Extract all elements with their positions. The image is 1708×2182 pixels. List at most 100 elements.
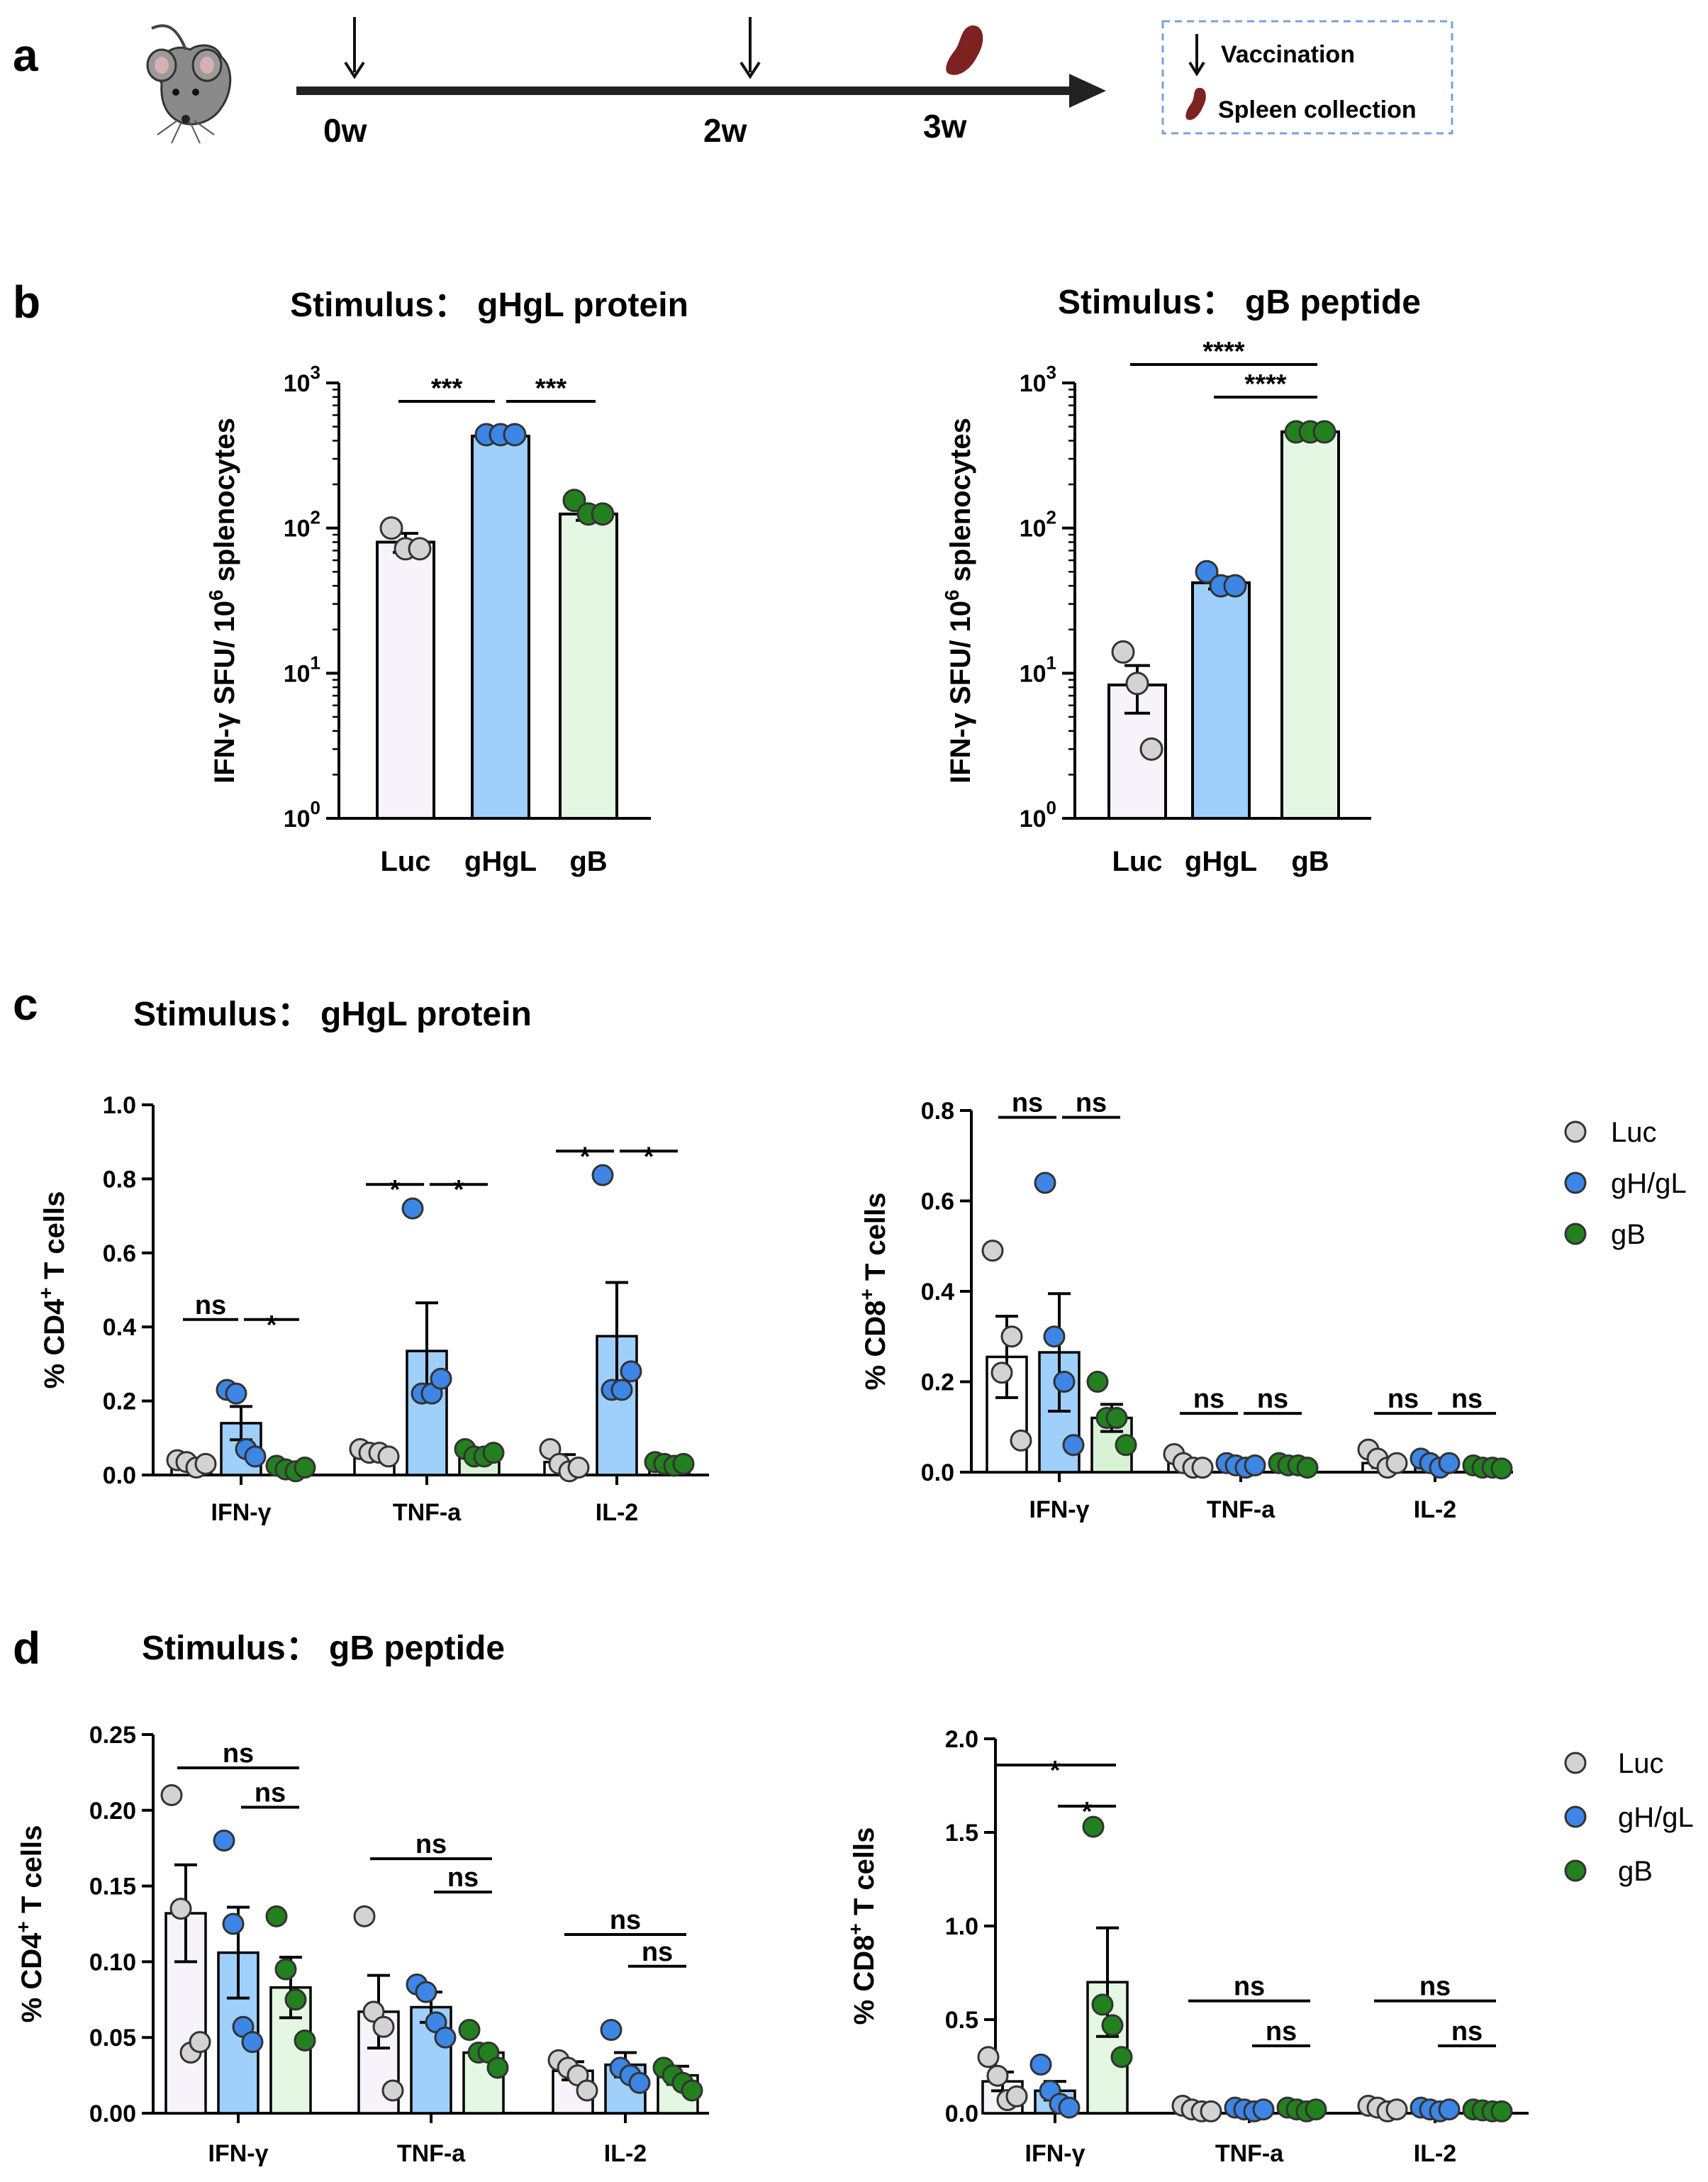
chart-c-right: 0.0 0.2 0.4 0.6 0.8 % CD8+ T cells IFN-γ TNF-a I… — [856, 1089, 1513, 1523]
x-tick-label: IL-2 — [1414, 2140, 1456, 2167]
data-point — [1191, 1457, 1214, 1479]
x-tick-label: IFN-γ — [1029, 1496, 1090, 1523]
y-tick-label: 102 — [1020, 507, 1056, 542]
data-point — [1490, 2100, 1513, 2122]
panel-letter-b: b — [13, 277, 40, 328]
y-tick-label: 101 — [284, 652, 320, 687]
data-point — [620, 1360, 642, 1383]
charts: Stimulus： gHgL protein 100 101 102 103 IFN-γ … — [12, 284, 1529, 2167]
significance-label: * — [390, 1175, 401, 1205]
data-point — [576, 2079, 598, 2102]
significance-label: ns — [447, 1863, 479, 1893]
y-tick-label: 103 — [284, 362, 320, 397]
chart-d-left: 0.00 0.05 0.10 0.15 0.20 0.25 % CD4+ T cells IF… — [12, 1722, 709, 2167]
data-point — [1053, 1371, 1076, 1393]
data-point — [1115, 1434, 1137, 1457]
data-point — [372, 2015, 395, 2038]
y-tick-label: 0.5 — [945, 2007, 978, 2034]
timeline-label-3w: 3w — [923, 108, 967, 145]
data-point — [401, 1197, 424, 1220]
x-tick-label: gB — [569, 846, 607, 877]
x-tick-label: Luc — [380, 846, 430, 877]
data-point — [169, 1898, 192, 1920]
legends: Luc gH/gL gB Luc gH/gL gB — [1564, 1117, 1694, 1887]
y-tick-label: 103 — [1020, 362, 1056, 397]
data-point — [241, 2031, 264, 2054]
y-tick-label: 1.0 — [945, 1913, 978, 1940]
data-point — [415, 1981, 437, 2003]
legend-label: gH/gL — [1611, 1168, 1687, 1199]
data-point — [222, 1913, 245, 1935]
bar — [1191, 581, 1251, 820]
significance-label: * — [1050, 1756, 1061, 1786]
data-point — [1244, 1454, 1266, 1476]
y-axis-label: % CD8+ T cells — [844, 1827, 880, 2025]
section-title-c: Stimulus： gHgL protein — [133, 996, 532, 1033]
legend-label: Luc — [1618, 1748, 1664, 1779]
significance-label: ns — [1193, 1384, 1224, 1414]
y-axis-label: % CD8+ T cells — [856, 1193, 891, 1391]
data-point — [189, 2031, 211, 2054]
mouse-icon — [146, 24, 232, 144]
significance-label: * — [644, 1142, 654, 1171]
significance-label: **** — [1202, 337, 1244, 367]
x-tick-label: IL-2 — [604, 2140, 647, 2167]
data-point — [1490, 1457, 1513, 1480]
significance-label: ns — [1388, 1384, 1419, 1414]
y-axis-label: % CD4+ T cells — [12, 1825, 48, 2023]
timeline-label-2w: 2w — [703, 112, 747, 149]
y-axis-label: IFN-γ SFU/ 106 splenocytes — [205, 418, 240, 784]
y-tick-label: 0.4 — [103, 1314, 136, 1341]
timeline-legend-box — [1161, 20, 1453, 135]
significance-label: ns — [1012, 1089, 1043, 1118]
data-point — [591, 502, 615, 526]
data-point — [562, 489, 586, 513]
data-point — [353, 1905, 376, 1927]
significance-label: ns — [415, 1830, 447, 1859]
timeline-arrowhead — [1069, 74, 1106, 108]
significance-label: ns — [255, 1779, 286, 1808]
legend-marker — [1564, 1171, 1587, 1194]
y-tick-label: 0.0 — [103, 1462, 136, 1489]
y-tick-label: 0.20 — [89, 1798, 136, 1825]
data-point — [1105, 1407, 1128, 1429]
x-tick-label: IL-2 — [596, 1499, 638, 1526]
x-tick-label: gHgL — [464, 846, 537, 877]
x-tick-label: IFN-γ — [211, 1499, 272, 1526]
data-point — [294, 1457, 316, 1479]
data-point — [981, 1240, 1004, 1262]
legend-arrow-icon — [1188, 34, 1205, 77]
data-point — [434, 2026, 457, 2049]
data-point — [1005, 2085, 1028, 2108]
data-point — [1312, 420, 1336, 444]
chart-d-right: 0.0 0.5 1.0 1.5 2.0 % CD8+ T cells IFN-γ TNF-a I… — [844, 1726, 1529, 2167]
significance-label: * — [267, 1310, 277, 1340]
y-tick-label: 2.0 — [945, 1726, 978, 1753]
x-tick-label: TNF-a — [397, 2140, 466, 2167]
y-tick-label: 0.8 — [921, 1098, 954, 1125]
vaccination-arrow-0w — [344, 17, 365, 79]
legend-label: gB — [1618, 1856, 1653, 1887]
significance-label: ns — [223, 1739, 254, 1769]
legend-vaccination-label: Vaccination — [1221, 41, 1355, 68]
chart-c-left: 0.0 0.2 0.4 0.6 0.8 1.0 % CD4+ T cells IFN-γ TNF… — [35, 1092, 709, 1526]
legend-marker — [1564, 1859, 1587, 1882]
data-point — [1062, 1434, 1085, 1457]
data-point — [567, 1457, 590, 1479]
bar — [1280, 430, 1340, 820]
x-tick-label: Luc — [1112, 846, 1162, 877]
legend-label: Luc — [1611, 1117, 1657, 1148]
data-point — [284, 1988, 307, 2011]
y-tick-label: 0.2 — [103, 1388, 136, 1415]
y-tick-label: 0.15 — [89, 1874, 136, 1900]
data-point — [990, 1362, 1013, 1384]
data-point — [1223, 574, 1247, 598]
significance-label: * — [580, 1142, 591, 1171]
y-axis-label: % CD4+ T cells — [35, 1191, 70, 1389]
data-point — [1252, 2098, 1275, 2121]
data-point — [1110, 2046, 1133, 2069]
timeline-legend: Vaccination Spleen collection — [1161, 20, 1453, 135]
y-tick-label: 0.05 — [89, 2025, 136, 2052]
x-tick-label: TNF-a — [1215, 2140, 1284, 2167]
data-point — [379, 516, 403, 540]
